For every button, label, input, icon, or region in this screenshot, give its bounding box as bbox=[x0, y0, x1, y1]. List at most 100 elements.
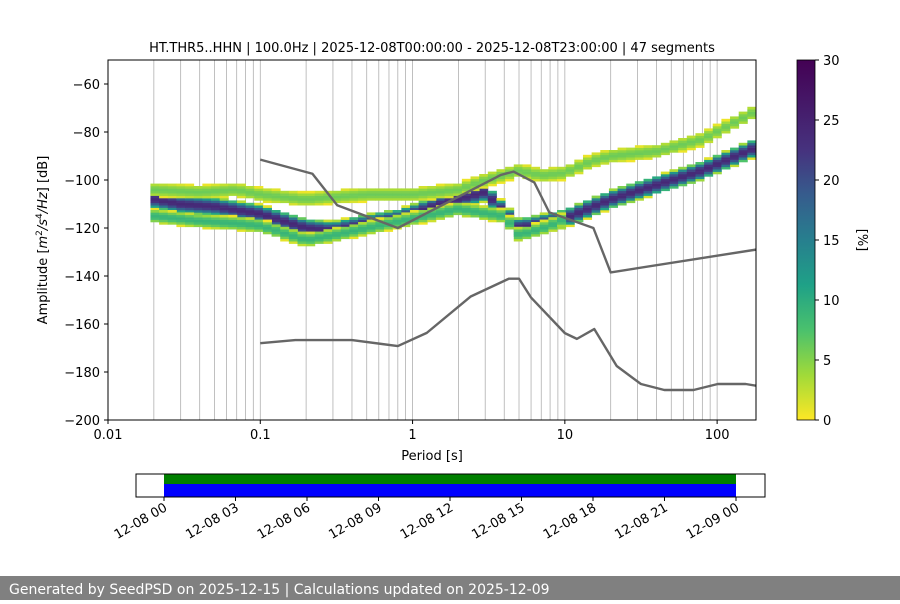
ppsd-cell bbox=[193, 200, 203, 204]
ppsd-cell bbox=[522, 164, 532, 168]
ppsd-cell bbox=[401, 212, 411, 216]
ppsd-cell bbox=[332, 219, 342, 223]
ppsd-cell bbox=[669, 147, 679, 151]
ppsd-cell bbox=[608, 159, 618, 163]
ppsd-cell bbox=[513, 226, 523, 230]
ppsd-cell bbox=[375, 217, 385, 220]
availability-tick-label: 12-09 00 bbox=[684, 500, 742, 542]
ppsd-cell bbox=[271, 231, 281, 235]
ppsd-cell bbox=[479, 217, 489, 220]
chart-title: HT.THR5..HHN | 100.0Hz | 2025-12-08T00:0… bbox=[149, 41, 715, 56]
ppsd-cell bbox=[591, 162, 601, 165]
ppsd-cell bbox=[479, 186, 489, 189]
ppsd-cell bbox=[375, 214, 385, 218]
ppsd-cell bbox=[704, 159, 714, 163]
ppsd-cell bbox=[262, 217, 272, 220]
ppsd-cell bbox=[306, 243, 316, 247]
ppsd-cell bbox=[539, 176, 549, 180]
ppsd-cell bbox=[392, 198, 402, 201]
ppsd-cell bbox=[358, 188, 368, 192]
ppsd-cell bbox=[366, 212, 376, 216]
ppsd-cell bbox=[712, 135, 722, 139]
ppsd-cell bbox=[185, 190, 195, 194]
ppsd-cell bbox=[211, 195, 221, 199]
ppsd-cell bbox=[453, 198, 463, 201]
ppsd-cell bbox=[678, 142, 688, 146]
ppsd-cell bbox=[427, 200, 437, 204]
ppsd-cell bbox=[314, 222, 324, 225]
ppsd-cell bbox=[375, 198, 385, 201]
ppsd-cell bbox=[245, 193, 255, 196]
ppsd-cell bbox=[496, 217, 506, 220]
ppsd-cell bbox=[202, 224, 212, 228]
ppsd-cell bbox=[349, 222, 359, 225]
ppsd-cell bbox=[280, 236, 290, 240]
noise-model-nhnm bbox=[259, 158, 756, 274]
ppsd-cell bbox=[392, 188, 402, 192]
ppsd-cell bbox=[167, 202, 177, 206]
ppsd-cell bbox=[392, 193, 402, 196]
x-axis-label: Period [s] bbox=[401, 449, 463, 464]
ppsd-cell bbox=[539, 174, 549, 177]
ppsd-cell bbox=[565, 212, 575, 216]
ppsd-cell bbox=[306, 236, 316, 240]
ppsd-cell bbox=[531, 176, 541, 180]
ppsd-cell bbox=[626, 188, 636, 192]
ppsd-cell bbox=[202, 205, 212, 208]
ppsd-cell bbox=[159, 195, 169, 199]
ppsd-cell bbox=[314, 229, 324, 232]
availability-tick-label: 12-08 03 bbox=[183, 500, 241, 542]
ppsd-cell bbox=[340, 198, 350, 201]
ppsd-cell bbox=[271, 222, 281, 225]
ppsd-cell bbox=[695, 140, 705, 144]
ppsd-cell bbox=[150, 202, 160, 206]
ppsd-cell bbox=[513, 219, 523, 223]
availability-tick-label: 12-08 06 bbox=[255, 500, 313, 542]
ppsd-cell bbox=[211, 205, 221, 208]
ppsd-cell bbox=[600, 210, 610, 213]
ppsd-cell bbox=[219, 190, 229, 194]
ppsd-cell bbox=[185, 195, 195, 199]
ppsd-cell bbox=[159, 200, 169, 204]
ppsd-cell bbox=[678, 145, 688, 148]
ppsd-cell bbox=[236, 193, 247, 196]
ppsd-cell bbox=[375, 188, 385, 192]
ppsd-cell bbox=[574, 207, 584, 211]
colorbar-tick-label: 10 bbox=[823, 294, 840, 309]
ppsd-cell bbox=[254, 214, 264, 218]
ppsd-cell bbox=[695, 178, 705, 182]
ppsd-cell bbox=[427, 198, 437, 201]
ppsd-cell bbox=[643, 147, 653, 151]
ppsd-cell bbox=[453, 200, 463, 204]
ppsd-cell bbox=[245, 202, 255, 206]
ppsd-cell bbox=[548, 217, 558, 220]
ppsd-cell bbox=[167, 198, 177, 201]
ppsd-cell bbox=[332, 190, 342, 194]
ppsd-cell bbox=[704, 164, 714, 168]
ppsd-cell bbox=[496, 205, 506, 208]
ppsd-cell bbox=[245, 226, 255, 230]
ppsd-cell bbox=[150, 212, 160, 216]
ppsd-cell bbox=[323, 238, 333, 242]
ppsd-cell bbox=[245, 190, 255, 194]
ppsd-cell bbox=[643, 178, 653, 182]
ppsd-cell bbox=[262, 222, 272, 225]
ppsd-cell bbox=[384, 212, 394, 216]
ppsd-cell bbox=[185, 214, 195, 218]
ppsd-cell bbox=[211, 214, 221, 218]
ppsd-cell bbox=[634, 147, 644, 151]
ppsd-cell bbox=[236, 205, 247, 208]
ppsd-cell bbox=[280, 234, 290, 237]
ppsd-cell bbox=[219, 200, 229, 204]
ppsd-cell bbox=[176, 222, 186, 225]
ppsd-cell bbox=[418, 219, 428, 223]
ppsd-cell bbox=[600, 198, 610, 201]
ppsd-cell bbox=[453, 186, 463, 189]
ppsd-cell bbox=[384, 198, 394, 201]
ppsd-cell bbox=[660, 176, 670, 180]
ppsd-cell bbox=[548, 176, 558, 180]
ppsd-cell bbox=[418, 207, 428, 211]
ppsd-cell bbox=[340, 224, 350, 228]
ppsd-cell bbox=[747, 147, 756, 151]
ppsd-cell bbox=[453, 202, 463, 206]
